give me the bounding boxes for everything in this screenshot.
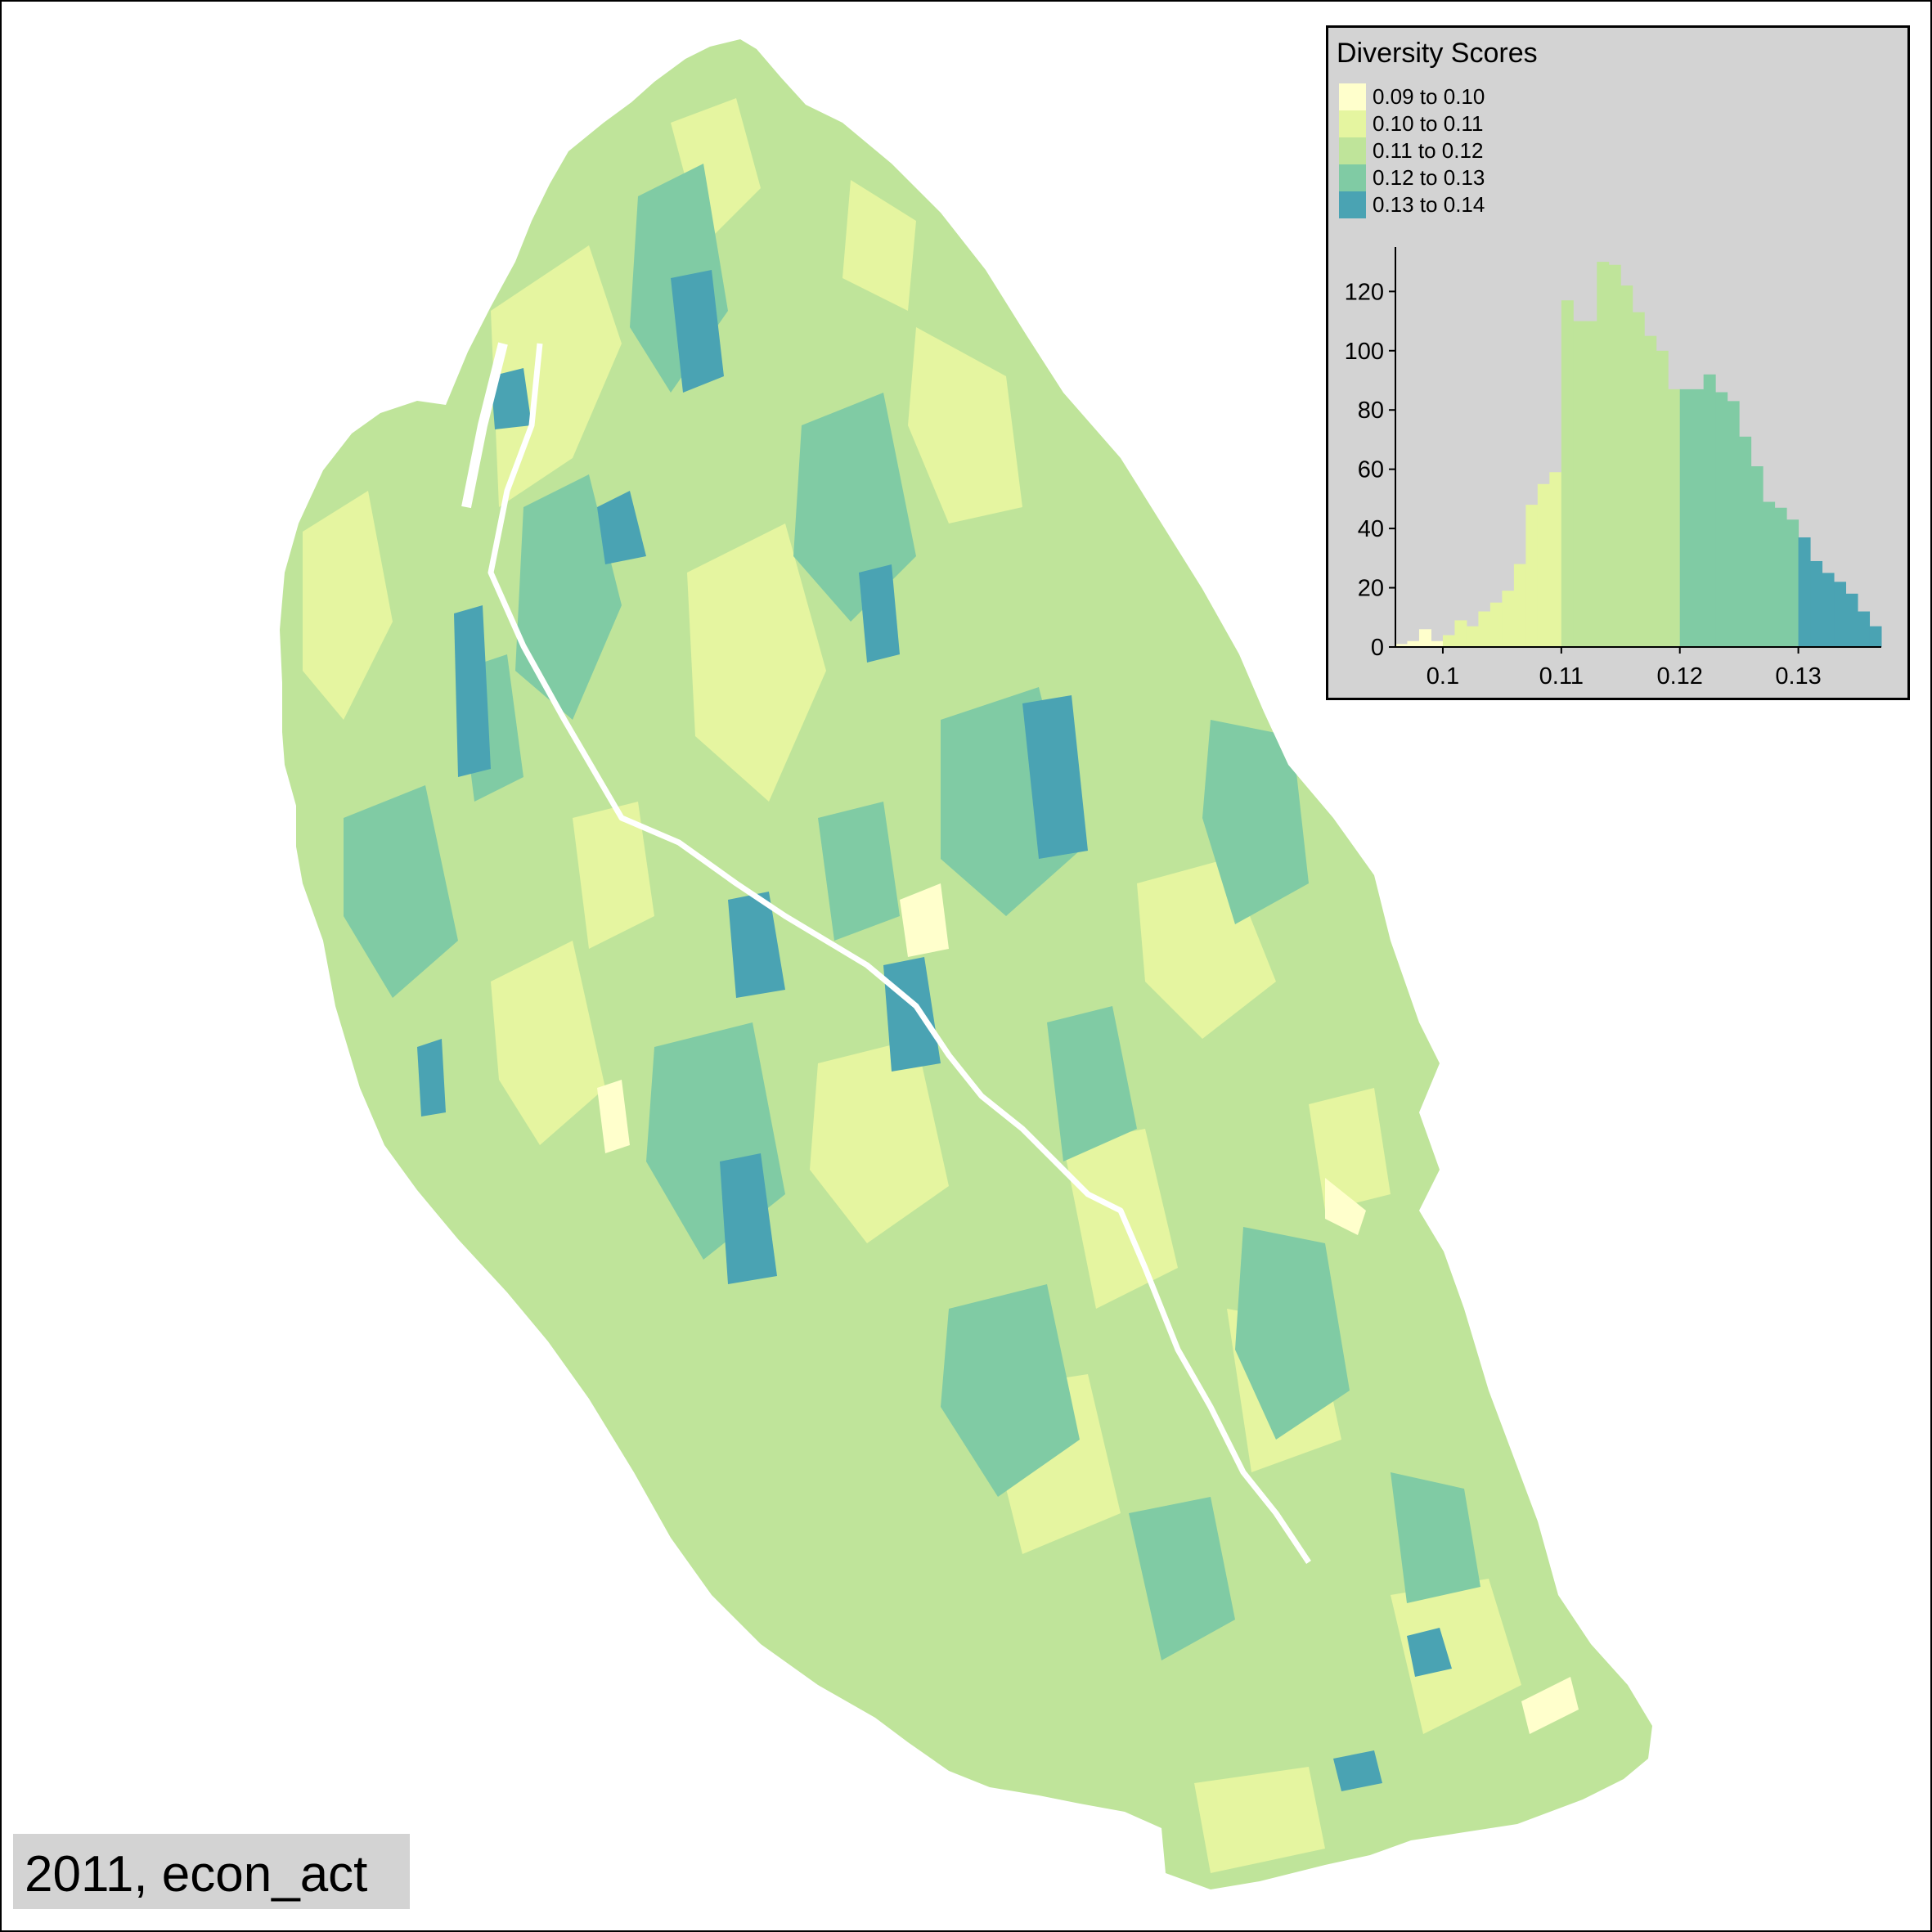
histogram-bar — [1620, 285, 1633, 647]
histogram-bar — [1810, 560, 1823, 647]
histogram-bar — [1573, 321, 1586, 647]
histogram-bar — [1489, 602, 1503, 647]
histogram-bar — [1549, 472, 1562, 647]
river-line — [487, 343, 1311, 1564]
histogram-bar — [1763, 501, 1776, 647]
histogram-bar — [1454, 620, 1467, 647]
legend-swatch — [1339, 164, 1366, 191]
legend-swatch — [1339, 191, 1366, 218]
histogram-bar — [1786, 519, 1799, 647]
histogram-bar — [1668, 389, 1681, 647]
histogram-bar — [1679, 389, 1692, 647]
histogram-bar — [1822, 573, 1835, 647]
x-tick-label: 0.12 — [1656, 663, 1702, 690]
histogram-bar — [1845, 593, 1858, 647]
legend-label: 0.11 to 0.12 — [1373, 138, 1484, 163]
legend-label: 0.10 to 0.11 — [1373, 111, 1484, 136]
legend-label: 0.09 to 0.10 — [1373, 84, 1485, 109]
y-tick-label: 120 — [1345, 279, 1384, 305]
histogram-bar — [1395, 644, 1408, 647]
map-caption: 2011, econ_act — [25, 1846, 368, 1903]
histogram-bar — [1834, 582, 1847, 647]
histogram-bar — [1513, 564, 1526, 647]
histogram-bar — [1502, 591, 1515, 647]
histogram-bar — [1774, 507, 1787, 647]
histogram-bar — [1597, 262, 1610, 647]
x-tick-label: 0.11 — [1539, 663, 1584, 690]
legend-swatch — [1339, 83, 1366, 110]
legend-item-1: 0.09 to 0.10 — [1339, 83, 1748, 110]
legend-item-4: 0.12 to 0.13 — [1339, 164, 1748, 191]
histogram-bar — [1632, 312, 1645, 647]
histogram-bar — [1703, 374, 1716, 647]
histogram-bar — [1537, 483, 1550, 647]
histogram-bar — [1407, 640, 1420, 647]
histogram-chart: 0 20 40 60 80 100 120 0.1 0.11 0.12 0.13 — [1345, 247, 1882, 690]
legend-label: 0.13 to 0.14 — [1373, 192, 1485, 217]
legend-title: Diversity Scores — [1337, 38, 1538, 69]
histogram-bar — [1869, 626, 1882, 647]
legend-label: 0.12 to 0.13 — [1373, 165, 1485, 190]
histogram-bar — [1561, 300, 1574, 647]
legend-swatch — [1339, 137, 1366, 164]
histogram-bar — [1431, 640, 1444, 647]
y-tick-label: 0 — [1371, 635, 1384, 661]
histogram-bar — [1739, 436, 1752, 647]
x-tick-label: 0.1 — [1427, 663, 1459, 690]
histogram-bars — [1395, 262, 1882, 647]
histogram-bar — [1644, 335, 1657, 647]
legend-swatch — [1339, 110, 1366, 137]
histogram-bar — [1584, 321, 1597, 647]
histogram-bar — [1750, 466, 1764, 647]
y-tick-label: 40 — [1358, 516, 1384, 542]
histogram-bar — [1478, 611, 1491, 647]
histogram-bar — [1692, 389, 1705, 647]
histogram-bar — [1715, 392, 1728, 647]
histogram-bar — [1656, 350, 1669, 647]
y-tick-label: 100 — [1345, 339, 1384, 365]
histogram-bar — [1418, 629, 1431, 647]
histogram-bar — [1525, 505, 1539, 647]
y-axis-ticks: 0 20 40 60 80 100 120 — [1345, 279, 1395, 661]
x-axis-ticks: 0.1 0.11 0.12 0.13 — [1427, 647, 1822, 690]
histogram-bar — [1727, 401, 1740, 647]
map-caption-box: 2011, econ_act — [13, 1834, 410, 1909]
histogram-bar — [1466, 626, 1479, 647]
y-tick-label: 60 — [1358, 457, 1384, 483]
histogram-bar — [1858, 611, 1871, 647]
legend-panel: Diversity Scores 0.09 to 0.10 0.10 to 0.… — [1326, 25, 1910, 700]
x-tick-label: 0.13 — [1775, 663, 1821, 690]
legend-item-5: 0.13 to 0.14 — [1339, 191, 1748, 218]
histogram-bar — [1442, 635, 1455, 647]
legend-item-3: 0.11 to 0.12 — [1339, 137, 1748, 164]
histogram-bar — [1798, 537, 1811, 647]
y-tick-label: 80 — [1358, 398, 1384, 424]
y-tick-label: 20 — [1358, 576, 1384, 602]
legend-item-2: 0.10 to 0.11 — [1339, 110, 1748, 137]
histogram-bar — [1608, 264, 1621, 647]
